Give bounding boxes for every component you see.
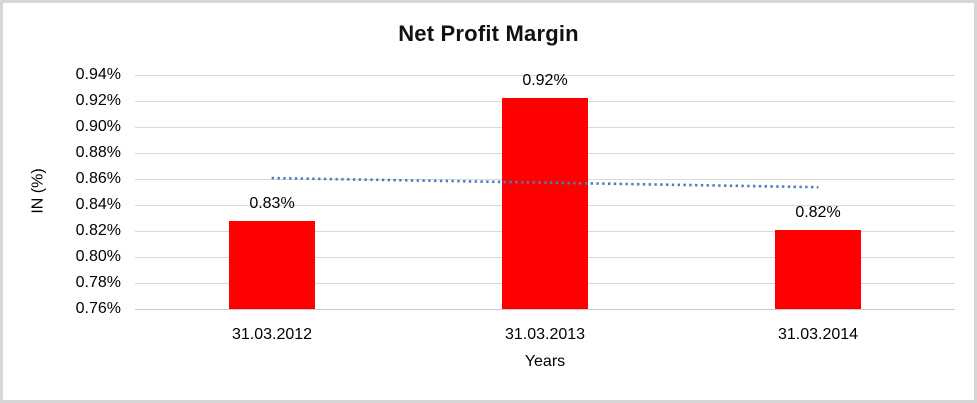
bar-31.03.2014 (775, 230, 861, 309)
y-tick-label: 0.86% (75, 170, 121, 187)
x-tick-label: 31.03.2013 (504, 326, 586, 343)
gridline (135, 75, 955, 76)
bar-value-label: 0.82% (795, 204, 841, 221)
trendline (271, 176, 819, 189)
y-tick-label: 0.78% (75, 274, 121, 291)
chart-title: Net Profit Margin (398, 21, 579, 46)
x-axis-line (135, 309, 955, 310)
bar-value-label: 0.83% (249, 195, 295, 212)
y-tick-label: 0.90% (75, 118, 121, 135)
x-tick-label: 31.03.2012 (231, 326, 313, 343)
y-tick-label: 0.84% (75, 196, 121, 213)
y-tick-label: 0.94% (75, 66, 121, 83)
y-tick-label: 0.92% (75, 92, 121, 109)
bar-value-label: 0.92% (522, 72, 568, 89)
y-tick-label: 0.76% (75, 300, 121, 317)
y-tick-label: 0.82% (75, 222, 121, 239)
bar-31.03.2013 (502, 98, 588, 309)
y-tick-label: 0.80% (75, 248, 121, 265)
bar-31.03.2012 (229, 221, 315, 309)
x-tick-label: 31.03.2014 (777, 326, 859, 343)
x-axis-title: Years (524, 353, 566, 370)
y-tick-label: 0.88% (75, 144, 121, 161)
plot-area (135, 75, 955, 310)
